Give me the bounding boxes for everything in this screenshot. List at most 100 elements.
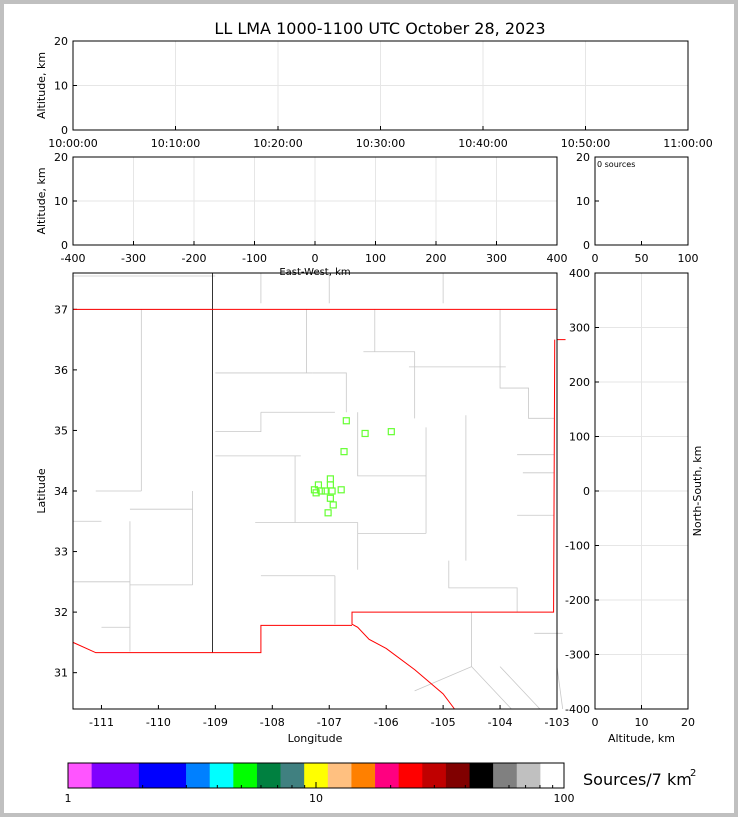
colorbar-swatch	[233, 763, 258, 788]
y-tick-label: 300	[569, 322, 590, 335]
colorbar-label: Sources/7 km	[583, 770, 692, 789]
y-tick-label: 10	[54, 195, 68, 208]
source-point	[312, 489, 320, 497]
figure-title: LL LMA 1000-1100 UTC October 28, 2023	[214, 19, 545, 38]
colorbar-swatch	[209, 763, 234, 788]
x-tick-label: -111	[89, 716, 114, 729]
y-axis-label: Altitude, km	[35, 52, 48, 119]
x-tick-label: 10	[635, 716, 649, 729]
y-axis-label: North-South, km	[691, 446, 704, 537]
axes-frame	[72, 40, 689, 131]
colorbar-swatch	[375, 763, 399, 788]
colorbar-swatch	[256, 763, 281, 788]
colorbar: 1 10 100	[65, 762, 575, 805]
colorbar-swatch	[327, 763, 352, 788]
source-point	[329, 501, 337, 509]
county-border	[363, 351, 416, 419]
x-tick-label: 300	[486, 252, 507, 265]
source-point	[328, 487, 336, 495]
county-border	[414, 612, 472, 692]
north-south-altitude-panel: 0 10 20 -400 -300 -200 -100 0 100 200 300 400 North-…	[565, 267, 704, 745]
colorbar-swatch	[398, 763, 423, 788]
x-tick-label: 0	[312, 252, 319, 265]
colorbar-tick-label: 10	[309, 792, 323, 805]
y-tick-label: 20	[54, 151, 68, 164]
county-border	[448, 560, 518, 613]
x-tick-label: -108	[260, 716, 285, 729]
y-tick-label: 31	[54, 667, 68, 680]
colorbar-label-superscript: 2	[690, 768, 696, 779]
x-tick-label: 10:10:00	[151, 137, 200, 150]
source-point	[321, 487, 329, 495]
axes-frame	[594, 156, 689, 246]
time-altitude-panel: 10:00:00 10:10:00 10:20:00 10:30:00 10:40:00…	[35, 35, 713, 150]
source-point	[337, 486, 345, 494]
y-tick-label: 10	[54, 80, 68, 93]
x-tick-label: -105	[431, 716, 456, 729]
y-tick-label: 32	[54, 606, 68, 619]
colorbar-swatch	[493, 763, 518, 788]
altitude-histogram-panel: 0 50 100 0 10 20 0 sources	[576, 151, 699, 265]
y-tick-label: -400	[565, 703, 590, 716]
county-border	[499, 309, 555, 419]
county-border	[471, 666, 512, 710]
az-mexico-border	[72, 641, 213, 654]
y-tick-label: -300	[565, 649, 590, 662]
x-tick-label: -200	[182, 252, 207, 265]
x-tick-label: -300	[121, 252, 146, 265]
colorbar-swatch	[469, 763, 494, 788]
x-tick-label: 10:20:00	[253, 137, 302, 150]
y-tick-label: -100	[565, 540, 590, 553]
colorbar-swatch	[280, 763, 305, 788]
nm-mexico-border	[212, 624, 353, 654]
x-tick-label: -104	[488, 716, 513, 729]
x-tick-label: 100	[365, 252, 386, 265]
source-point	[324, 509, 332, 517]
nm-border-north	[73, 308, 566, 341]
y-tick-label: 33	[54, 546, 68, 559]
colorbar-tick-label: 1	[65, 792, 72, 805]
y-tick-label: 10	[576, 195, 590, 208]
county-border	[357, 412, 427, 477]
colorbar-swatch	[445, 763, 470, 788]
source-point	[387, 428, 395, 436]
x-tick-label: 10:00:00	[48, 137, 97, 150]
y-tick-label: 20	[576, 151, 590, 164]
east-west-altitude-panel: -400 -300 -200 -100 0 100 200 300 400 0 10 20 Altitu…	[35, 151, 568, 278]
x-tick-label: 0	[592, 716, 599, 729]
y-axis-label: Latitude	[35, 468, 48, 514]
colorbar-swatch	[516, 763, 541, 788]
colorbar-swatch	[540, 763, 565, 788]
x-tick-label: 20	[681, 716, 695, 729]
source-point	[326, 494, 334, 502]
x-tick-label: -100	[242, 252, 267, 265]
axes-frame	[72, 156, 558, 246]
source-point	[342, 417, 350, 425]
y-axis-label: Altitude, km	[35, 167, 48, 234]
y-tick-label: 0	[61, 124, 68, 137]
x-tick-label: 0	[592, 252, 599, 265]
x-axis-label: Altitude, km	[608, 732, 675, 745]
colorbar-swatch	[138, 763, 187, 788]
county-border	[215, 412, 262, 433]
colorbar-swatch	[304, 763, 329, 788]
colorbar-tick-label: 100	[554, 792, 575, 805]
x-tick-label: 100	[678, 252, 699, 265]
y-tick-label: 100	[569, 431, 590, 444]
source-point	[317, 487, 325, 495]
source-point	[326, 475, 334, 483]
x-tick-label: 400	[547, 252, 568, 265]
x-tick-label: -107	[317, 716, 342, 729]
x-axis-label: Longitude	[288, 732, 343, 745]
x-tick-label: 10:30:00	[356, 137, 405, 150]
y-tick-label: 37	[54, 303, 68, 316]
x-tick-label: 10:50:00	[561, 137, 610, 150]
y-tick-label: 34	[54, 485, 68, 498]
x-tick-label: -109	[203, 716, 228, 729]
colorbar-swatch	[351, 763, 376, 788]
colorbar-swatch	[186, 763, 211, 788]
x-tick-label: 200	[426, 252, 447, 265]
x-tick-label: -400	[61, 252, 86, 265]
y-tick-label: 200	[569, 376, 590, 389]
